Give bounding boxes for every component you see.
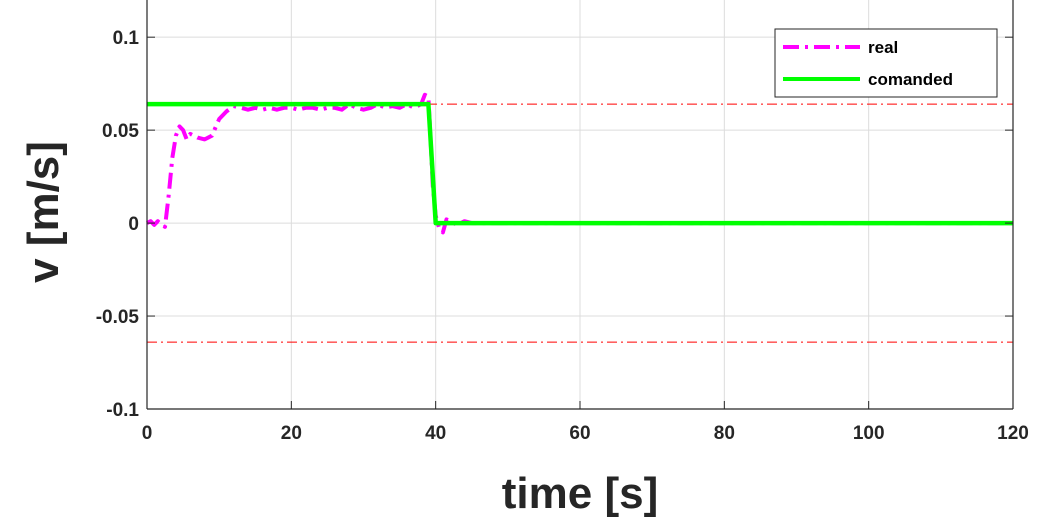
y-tick-label-0: -0.1 bbox=[106, 400, 139, 421]
y-tick-label-1: -0.05 bbox=[96, 307, 140, 328]
x-tick-label-4: 80 bbox=[714, 423, 735, 444]
x-tick-label-5: 100 bbox=[853, 423, 885, 444]
y-axis-label: v [m/s] bbox=[19, 141, 68, 283]
series-line-real bbox=[146, 92, 1013, 235]
x-ticks: 0 20 40 60 80 100 120 bbox=[142, 401, 1029, 444]
y-tick-label-3: 0.05 bbox=[102, 121, 139, 142]
x-axis-label: time [s] bbox=[502, 469, 658, 518]
legend-label-comanded: comanded bbox=[868, 70, 953, 89]
x-tick-label-3: 60 bbox=[569, 423, 590, 444]
x-tick-label-2: 40 bbox=[425, 423, 446, 444]
y-tick-label-4: 0.1 bbox=[113, 28, 140, 49]
legend-label-real: real bbox=[868, 38, 898, 57]
series-line-comanded bbox=[147, 101, 1013, 226]
y-tick-label-2: 0 bbox=[128, 214, 139, 235]
y-ticks: -0.1 -0.05 0 0.05 0.1 bbox=[96, 28, 1013, 421]
series-layer bbox=[146, 92, 1013, 235]
legend-box bbox=[774, 28, 998, 98]
x-tick-label-1: 20 bbox=[281, 423, 302, 444]
x-tick-label-0: 0 bbox=[142, 423, 153, 444]
legend: real comanded bbox=[774, 28, 998, 98]
x-tick-label-6: 120 bbox=[997, 423, 1029, 444]
